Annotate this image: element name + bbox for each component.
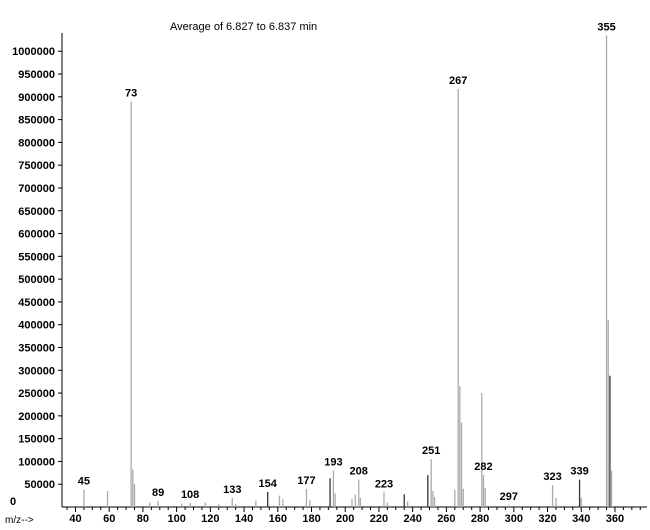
y-tick-label-zero: 0 — [10, 496, 16, 508]
y-tick-label: 150000 — [18, 434, 55, 446]
x-tick-label: 40 — [69, 513, 81, 525]
y-tick-label: 350000 — [18, 342, 55, 354]
x-tick-label: 60 — [103, 513, 115, 525]
peak-label: 297 — [500, 491, 518, 503]
x-tick-label: 300 — [505, 513, 523, 525]
x-tick-label: 360 — [606, 513, 624, 525]
peak-label: 355 — [597, 21, 615, 33]
y-tick-label: 650000 — [18, 206, 55, 218]
peak-label: 223 — [375, 478, 393, 490]
peak-label: 282 — [474, 461, 492, 473]
y-tick-label: 100000 — [18, 456, 55, 468]
peak-label: 177 — [297, 475, 315, 487]
y-tick-label: 850000 — [18, 115, 55, 127]
peak-label: 89 — [152, 487, 164, 499]
y-tick-label: 950000 — [18, 69, 55, 81]
peak-label: 45 — [78, 476, 90, 488]
x-tick-label: 120 — [201, 513, 219, 525]
y-tick-label: 900000 — [18, 92, 55, 104]
peak-label: 73 — [125, 87, 137, 99]
x-tick-label: 240 — [403, 513, 421, 525]
x-tick-label: 180 — [302, 513, 320, 525]
x-tick-label: 260 — [437, 513, 455, 525]
peak-label: 339 — [570, 466, 588, 478]
x-tick-label: 80 — [137, 513, 149, 525]
x-tick-label: 220 — [370, 513, 388, 525]
y-tick-label: 1000000 — [12, 46, 55, 58]
x-tick-label: 140 — [235, 513, 253, 525]
y-tick-label: 450000 — [18, 297, 55, 309]
y-tick-label: 50000 — [24, 479, 55, 491]
y-tick-label: 800000 — [18, 137, 55, 149]
x-tick-label: 340 — [572, 513, 590, 525]
y-tick-label: 550000 — [18, 251, 55, 263]
peak-label: 133 — [223, 484, 241, 496]
y-tick-label: 250000 — [18, 388, 55, 400]
x-tick-label: 100 — [167, 513, 185, 525]
x-axis: 40 60 80 100 120 140 160 180 200 220 240 260 280 300 3… — [62, 506, 647, 525]
x-tick-label: 200 — [336, 513, 354, 525]
x-tick-label: 320 — [538, 513, 556, 525]
peak-label-layer: 45 73 89 108 133 154 177 193 208 223 251 267 282 297 3… — [78, 21, 616, 503]
peak-label: 108 — [181, 489, 199, 501]
y-tick-label: 400000 — [18, 320, 55, 332]
y-tick-label: 750000 — [18, 160, 55, 172]
peak-label: 251 — [422, 445, 440, 457]
y-tick-label: 700000 — [18, 183, 55, 195]
peak-label: 323 — [543, 471, 561, 483]
peak-label: 208 — [350, 466, 368, 478]
x-tick-label: 160 — [269, 513, 287, 525]
peak-label: 193 — [324, 457, 342, 469]
y-tick-label: 200000 — [18, 411, 55, 423]
y-tick-label: 500000 — [18, 274, 55, 286]
peak-label: 154 — [258, 478, 277, 490]
chart-title: Average of 6.827 to 6.837 min — [170, 21, 317, 33]
y-tick-label: 600000 — [18, 229, 55, 241]
x-axis-label: m/z--> — [5, 515, 34, 526]
peak-label: 267 — [449, 75, 467, 87]
x-tick-label: 280 — [471, 513, 489, 525]
peak-series — [83, 35, 613, 507]
y-tick-label: 300000 — [18, 365, 55, 377]
y-axis: 50000 100000 150000 200000 250000 300000 35000… — [10, 33, 63, 508]
